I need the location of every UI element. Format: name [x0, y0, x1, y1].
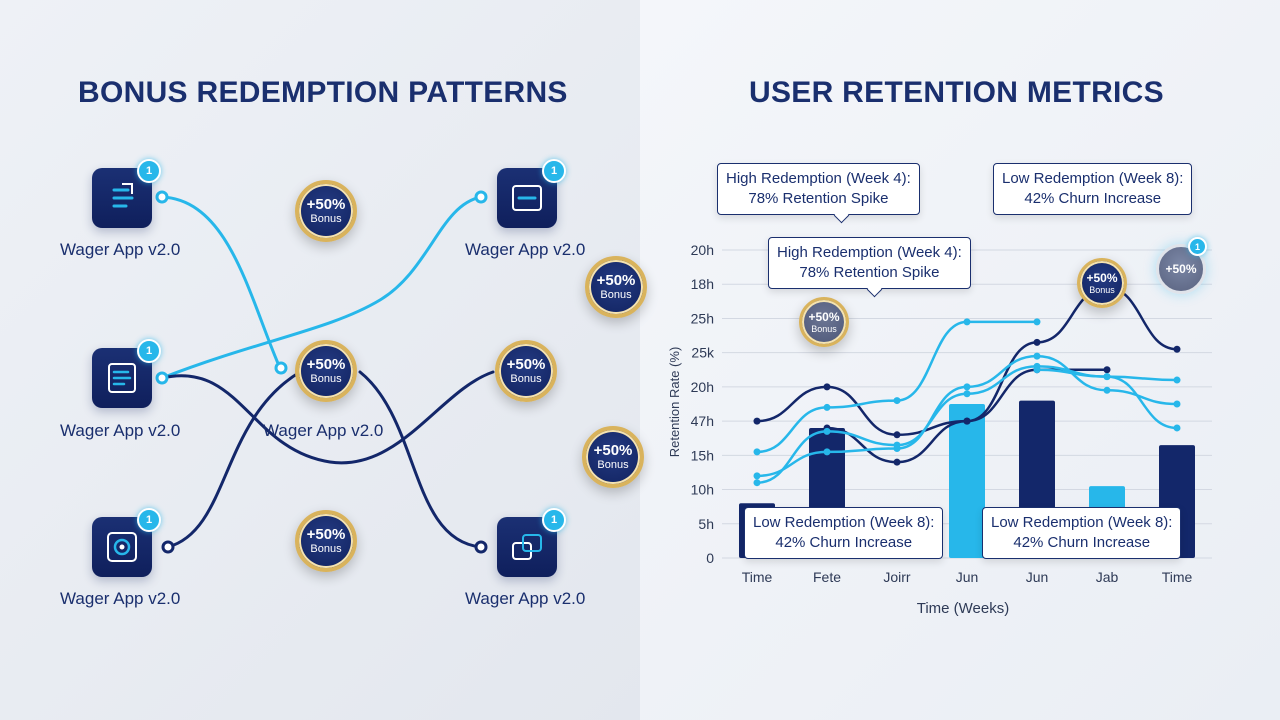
data-point: [963, 417, 971, 425]
app-label: Wager App v2.0: [465, 240, 586, 259]
flow-line: [160, 370, 495, 465]
callout-high-redemption: High Redemption (Week 4): 78% Retention S…: [717, 163, 920, 215]
callout-high-redemption: High Redemption (Week 4): 78% Retention S…: [768, 237, 971, 289]
flow-node: [155, 371, 169, 385]
app-label: Wager App v2.0: [465, 589, 586, 608]
data-point: [1033, 338, 1041, 346]
bonus-coin: +50% 1: [1156, 237, 1207, 294]
data-point: [1173, 345, 1181, 353]
retention-chart: 0 5h 10h 15h 47h 20h 25k 25h 18h 20h Time Fete Joir…: [667, 242, 1212, 617]
y-tick-label: 15h: [691, 447, 714, 463]
flow-line: [358, 370, 483, 549]
flow-node: [155, 190, 169, 204]
flow-line: [166, 370, 302, 549]
notification-badge: 1: [542, 508, 566, 532]
app-label: Wager App v2.0: [263, 421, 384, 440]
data-point: [1033, 318, 1041, 326]
x-tick-label: Time: [1162, 569, 1193, 585]
y-tick-label: 25k: [691, 345, 715, 361]
app-tile-5[interactable]: 1: [497, 508, 566, 577]
x-tick-label: Joirr: [883, 569, 911, 585]
callout-low-redemption: Low Redemption (Week 8): 42% Churn Increa…: [982, 507, 1182, 559]
notification-badge: 1: [137, 508, 161, 532]
x-tick-label: Jab: [1096, 569, 1119, 585]
data-point: [893, 441, 901, 449]
app-tile-1[interactable]: 1: [92, 159, 161, 228]
x-tick-label: Jun: [1026, 569, 1049, 585]
y-tick-label: 47h: [691, 413, 714, 429]
flow-node: [474, 540, 488, 554]
data-point: [1173, 400, 1181, 408]
left-panel-title: BONUS REDEMPTION PATTERNS: [78, 76, 568, 109]
notification-badge: 1: [137, 159, 161, 183]
data-point: [823, 383, 831, 391]
flow-line: [160, 195, 483, 380]
app-tile-2[interactable]: 1: [92, 339, 161, 408]
x-tick-label: Jun: [956, 569, 979, 585]
data-point: [1103, 373, 1111, 381]
notification-badge: 1: [542, 159, 566, 183]
bonus-coin: +50% Bonus: [585, 256, 647, 318]
gear-frame-icon: [107, 532, 137, 562]
right-panel-title: USER RETENTION METRICS: [749, 76, 1164, 109]
list-doc-icon: [112, 183, 134, 208]
y-tick-label: 5h: [698, 516, 714, 532]
y-tick-label: 10h: [691, 482, 714, 498]
data-point: [1103, 366, 1111, 374]
notification-badge: 1: [137, 339, 161, 363]
y-tick-label: 20h: [691, 242, 714, 258]
flow-line: [160, 195, 282, 370]
window-frame-icon: [512, 185, 542, 211]
y-tick-label: 0: [706, 550, 714, 566]
data-point: [1033, 366, 1041, 374]
data-point: [823, 403, 831, 411]
bonus-coin: +50% Bonus: [1077, 258, 1127, 308]
data-point: [893, 397, 901, 405]
app-tile-3[interactable]: 1: [92, 508, 161, 577]
flow-node: [474, 190, 488, 204]
data-point: [893, 458, 901, 466]
flow-node: [274, 361, 288, 375]
bar: [949, 404, 985, 558]
callout-low-redemption: Low Redemption (Week 8): 42% Churn Increa…: [744, 507, 944, 559]
app-label: Wager App v2.0: [60, 240, 181, 259]
callout-low-redemption: Low Redemption (Week 8): 42% Churn Increa…: [993, 163, 1193, 215]
data-point: [753, 448, 761, 456]
data-point: [823, 448, 831, 456]
bonus-coin: +50% Bonus: [295, 180, 357, 242]
bonus-coin: +50% Bonus: [495, 340, 557, 402]
x-axis-label: Time (Weeks): [917, 600, 1010, 617]
data-point: [963, 318, 971, 326]
data-point: [963, 390, 971, 398]
bonus-coin: +50% Bonus: [799, 297, 849, 347]
data-point: [753, 472, 761, 480]
bonus-coin: +50% Bonus: [295, 510, 357, 572]
right-panel: [640, 0, 1280, 720]
x-tick-label: Fete: [813, 569, 841, 585]
bonus-flow-connections: [155, 190, 495, 554]
layers-frame-icon: [512, 534, 542, 560]
data-point: [963, 383, 971, 391]
data-point: [1103, 386, 1111, 394]
data-point: [823, 427, 831, 435]
y-tick-label: 20h: [691, 379, 714, 395]
data-point: [1173, 424, 1181, 432]
bonus-coin: +50% Bonus: [295, 340, 357, 402]
data-point: [893, 431, 901, 439]
data-point: [753, 417, 761, 425]
app-tile-4[interactable]: 1: [497, 159, 566, 228]
bonus-coin: +50% Bonus: [582, 426, 644, 488]
y-axis-label: Retention Rate (%): [667, 347, 682, 458]
data-point: [753, 479, 761, 487]
app-label: Wager App v2.0: [60, 421, 181, 440]
data-point: [1173, 376, 1181, 384]
app-label: Wager App v2.0: [60, 589, 181, 608]
y-tick-label: 18h: [691, 276, 714, 292]
x-tick-label: Time: [742, 569, 773, 585]
data-point: [1033, 352, 1041, 360]
y-tick-label: 25h: [691, 310, 714, 326]
notification-badge: 1: [1188, 237, 1207, 256]
notes-doc-icon: [108, 363, 136, 393]
flow-node: [161, 540, 175, 554]
